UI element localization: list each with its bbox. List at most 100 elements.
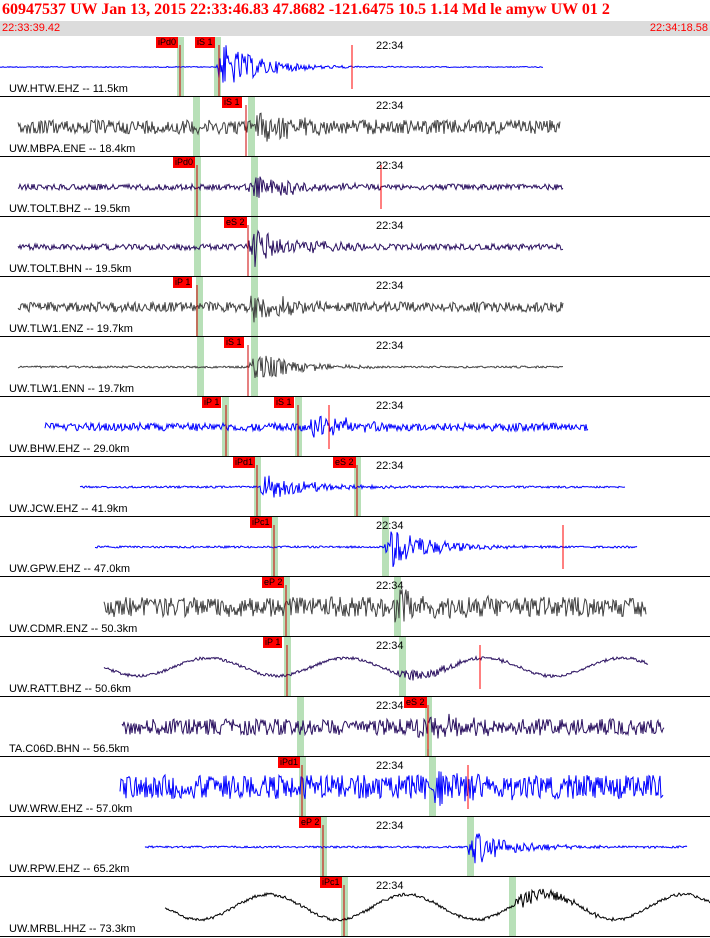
- time-tick-label: 22:34: [376, 160, 404, 172]
- station-label: UW.RATT.BHZ -- 50.6km: [9, 683, 132, 695]
- station-label: TA.C06D.BHN -- 56.5km: [9, 743, 130, 755]
- pick-label[interactable]: eS 2: [404, 697, 427, 708]
- station-label: UW.CDMR.ENZ -- 50.3km: [9, 623, 138, 635]
- end-time: 22:34:18.58: [649, 22, 708, 34]
- station-label: UW.JCW.EHZ -- 41.9km: [9, 503, 128, 515]
- pick-label[interactable]: iPd1: [233, 457, 256, 468]
- trace-panel[interactable]: eP 2 22:34 UW.RPW.EHZ -- 65.2km: [0, 817, 710, 877]
- waveform-trace: [17, 229, 564, 267]
- station-label: UW.TOLT.BHN -- 19.5km: [9, 263, 132, 275]
- trace-panel[interactable]: iPc1 22:34 UW.MRBL.HHZ -- 73.3km: [0, 877, 710, 937]
- trace-panel[interactable]: eS 2 22:34 TA.C06D.BHN -- 56.5km: [0, 697, 710, 757]
- time-tick-label: 22:34: [376, 460, 404, 472]
- seismogram-traces[interactable]: iPd0 iS 1 22:34 UW.HTW.EHZ -- 11.5km iS 1 22:…: [0, 37, 710, 938]
- pick-label[interactable]: iP 1: [202, 397, 222, 408]
- station-label: UW.RPW.EHZ -- 65.2km: [9, 863, 130, 875]
- start-time: 22:33:39.42: [2, 22, 61, 34]
- trace-panel[interactable]: iS 1 22:34 UW.TLW1.ENN -- 19.7km: [0, 337, 710, 397]
- pick-label[interactable]: eP 2: [262, 577, 285, 588]
- pick-window: [194, 217, 201, 276]
- waveform-plot: [17, 337, 563, 396]
- time-tick-label: 22:34: [376, 760, 404, 772]
- waveform-trace: [121, 713, 665, 739]
- station-label: UW.TLW1.ENN -- 19.7km: [9, 383, 135, 395]
- pick-label[interactable]: iP 1: [263, 637, 283, 648]
- waveform-trace: [17, 176, 564, 198]
- trace-panel[interactable]: iPc1 22:34 UW.GPW.EHZ -- 47.0km: [0, 517, 710, 577]
- pick-label[interactable]: iS 1: [274, 397, 294, 408]
- pick-label[interactable]: iPd0: [156, 37, 179, 48]
- waveform-plot: [94, 517, 638, 576]
- pick-label[interactable]: eS 2: [224, 217, 247, 228]
- waveform-plot: [17, 217, 564, 276]
- pick-label[interactable]: iS 1: [224, 337, 244, 348]
- waveform-plot: [0, 37, 544, 96]
- pick-label[interactable]: iS 1: [222, 97, 242, 108]
- waveform-trace: [17, 295, 564, 323]
- pick-label[interactable]: iPc1: [320, 877, 342, 888]
- waveform-trace: [0, 45, 544, 83]
- waveform-plot: [17, 157, 564, 216]
- waveform-plot: [79, 457, 626, 516]
- time-tick-label: 22:34: [376, 580, 404, 592]
- time-tick-label: 22:34: [376, 280, 404, 292]
- station-label: UW.MRBL.HHZ -- 73.3km: [9, 923, 136, 935]
- trace-panel[interactable]: iP 1 22:34 UW.RATT.BHZ -- 50.6km: [0, 637, 710, 697]
- trace-panel[interactable]: iPd1 22:34 UW.WRW.EHZ -- 57.0km: [0, 757, 710, 817]
- pick-window: [394, 577, 401, 636]
- time-tick-label: 22:34: [376, 100, 404, 112]
- pick-window: [193, 97, 200, 156]
- pick-label[interactable]: iPd0: [173, 157, 196, 168]
- trace-panel[interactable]: eP 2 22:34 UW.CDMR.ENZ -- 50.3km: [0, 577, 710, 637]
- station-label: UW.HTW.EHZ -- 11.5km: [9, 83, 128, 95]
- waveform-trace: [103, 589, 647, 623]
- pick-label[interactable]: iPd1: [278, 757, 301, 768]
- waveform-trace: [119, 771, 664, 806]
- waveform-trace: [94, 531, 638, 567]
- pick-window: [251, 337, 258, 396]
- trace-panel[interactable]: iPd0 iS 1 22:34 UW.HTW.EHZ -- 11.5km: [0, 37, 710, 97]
- waveform-plot: [119, 757, 664, 816]
- pick-label[interactable]: iPc1: [250, 517, 272, 528]
- waveform-trace: [164, 888, 710, 922]
- station-label: UW.MBPA.ENE -- 18.4km: [9, 143, 136, 155]
- station-label: UW.TLW1.ENZ -- 19.7km: [9, 323, 133, 335]
- trace-panel[interactable]: eS 2 22:34 UW.TOLT.BHN -- 19.5km: [0, 217, 710, 277]
- time-tick-label: 22:34: [376, 520, 404, 532]
- time-tick-label: 22:34: [376, 700, 404, 712]
- waveform-trace: [17, 112, 561, 142]
- time-tick-label: 22:34: [376, 40, 404, 52]
- trace-panel[interactable]: iP 1 22:34 UW.TLW1.ENZ -- 19.7km: [0, 277, 710, 337]
- station-label: UW.TOLT.BHZ -- 19.5km: [9, 203, 131, 215]
- event-title: 60947537 UW Jan 13, 2015 22:33:46.83 47.…: [2, 1, 610, 18]
- time-tick-label: 22:34: [376, 820, 404, 832]
- pick-label[interactable]: iS 1: [195, 37, 215, 48]
- waveform-trace: [103, 655, 649, 681]
- pick-label[interactable]: eS 2: [333, 457, 356, 468]
- station-label: UW.BHW.EHZ -- 29.0km: [9, 443, 130, 455]
- time-tick-label: 22:34: [376, 220, 404, 232]
- pick-label[interactable]: iP 1: [173, 277, 193, 288]
- station-label: UW.WRW.EHZ -- 57.0km: [9, 803, 133, 815]
- waveform-plot: [144, 817, 688, 876]
- waveform-plot: [121, 697, 665, 756]
- waveform-plot: [103, 577, 647, 636]
- station-label: UW.GPW.EHZ -- 47.0km: [9, 563, 131, 575]
- trace-panel[interactable]: iS 1 22:34 UW.MBPA.ENE -- 18.4km: [0, 97, 710, 157]
- waveform-trace: [44, 415, 589, 438]
- waveform-trace: [144, 833, 688, 864]
- waveform-plot: [103, 637, 649, 696]
- waveform-trace: [79, 475, 626, 498]
- pick-label[interactable]: eP 2: [299, 817, 322, 828]
- pick-window: [399, 637, 406, 696]
- header: 60947537 UW Jan 13, 2015 22:33:46.83 47.…: [0, 0, 710, 36]
- waveform-plot: [44, 397, 589, 456]
- trace-panel[interactable]: iPd1 eS 2 22:34 UW.JCW.EHZ -- 41.9km: [0, 457, 710, 517]
- time-tick-label: 22:34: [376, 880, 404, 892]
- trace-panel[interactable]: iP 1 iS 1 22:34 UW.BHW.EHZ -- 29.0km: [0, 397, 710, 457]
- time-tick-label: 22:34: [376, 400, 404, 412]
- time-tick-label: 22:34: [376, 640, 404, 652]
- pick-window: [429, 757, 436, 816]
- trace-panel[interactable]: iPd0 22:34 UW.TOLT.BHZ -- 19.5km: [0, 157, 710, 217]
- waveform-plot: [164, 877, 710, 936]
